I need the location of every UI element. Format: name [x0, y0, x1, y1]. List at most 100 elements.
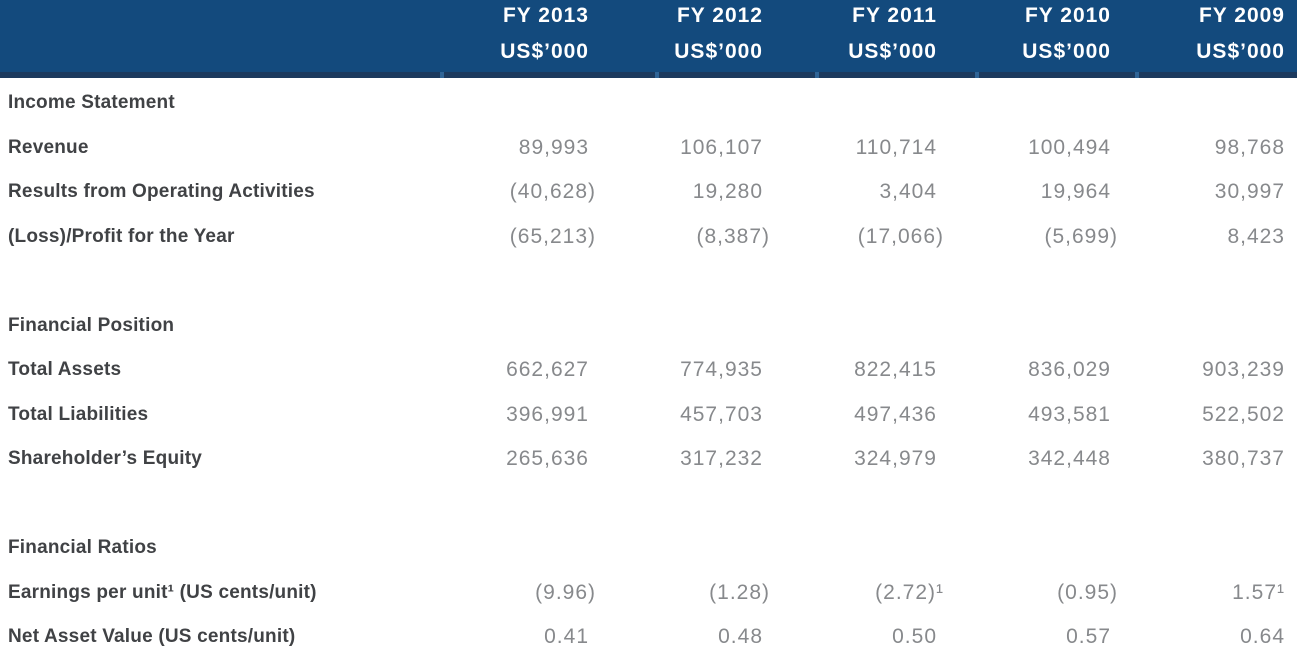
value-text: 0.48: [718, 625, 763, 649]
value-text: 110,714: [855, 135, 937, 159]
table-row: Results from Operating Activities (40,628…: [0, 170, 1297, 215]
value-text: 342,448: [1028, 447, 1111, 471]
cell-value: 0.57: [949, 625, 1123, 649]
value-text: 380,737: [1202, 447, 1285, 471]
cell-value: 19,280: [601, 180, 775, 204]
cell-value: (8,387): [601, 225, 775, 249]
value-text: 0.50: [892, 625, 937, 649]
header-spacer: [0, 0, 427, 72]
column-tick: [440, 72, 444, 78]
value-text: 522,502: [1202, 402, 1285, 426]
cell-value: (17,066): [775, 225, 949, 249]
table-row: Net Asset Value (US cents/unit) 0.41 0.48 0…: [0, 615, 1297, 660]
section-gap: [0, 482, 1297, 527]
cell-value: 98,768: [1123, 136, 1297, 160]
section-gap: [0, 259, 1297, 304]
year-column-header: FY 2009 US$’000: [1123, 0, 1297, 72]
year-label: FY 2013: [502, 4, 589, 27]
value-text: 8,423: [1227, 224, 1285, 248]
value-text: 0.57: [1066, 625, 1111, 649]
cell-value: 396,991: [427, 403, 601, 427]
column-tick: [655, 72, 659, 78]
cell-value: 0.48: [601, 625, 775, 649]
table-row: Total Assets 662,627 774,935 822,415 836,029…: [0, 348, 1297, 393]
unit-label: US$’000: [500, 39, 589, 63]
year-label: FY 2011: [852, 4, 937, 27]
header-divider: [0, 72, 1297, 78]
value-text: 265,636: [506, 447, 589, 471]
row-label: Results from Operating Activities: [8, 181, 315, 203]
value-text: 19,280: [692, 180, 763, 204]
value-text: 19,964: [1040, 180, 1111, 204]
value-text: 396,991: [506, 402, 589, 426]
value-text: 0.41: [544, 625, 589, 649]
value-text: 324,979: [854, 447, 937, 471]
value-text: (0.95): [1057, 580, 1118, 604]
cell-value: (2.72)¹: [775, 581, 949, 605]
row-label: Total Assets: [8, 359, 122, 381]
cell-value: 0.50: [775, 625, 949, 649]
year-column-header: FY 2011 US$’000: [775, 0, 949, 72]
value-text: 30,997: [1214, 180, 1285, 204]
cell-value: 89,993: [427, 136, 601, 160]
cell-value: 8,423: [1123, 225, 1297, 249]
year-label: FY 2012: [676, 4, 763, 27]
cell-value: 662,627: [427, 358, 601, 382]
table-header: FY 2013 US$’000 FY 2012 US$’000 FY 2011 US$’0…: [0, 0, 1297, 72]
cell-value: 0.41: [427, 625, 601, 649]
section-title: Income Statement: [8, 92, 175, 114]
cell-value: 19,964: [949, 180, 1123, 204]
value-text: 493,581: [1028, 402, 1111, 426]
row-label: Total Liabilities: [8, 403, 149, 425]
cell-value: (40,628): [427, 180, 601, 204]
cell-value: 106,107: [601, 136, 775, 160]
value-text: 100,494: [1028, 135, 1111, 159]
cell-value: 836,029: [949, 358, 1123, 382]
cell-value: 342,448: [949, 447, 1123, 471]
section-title-row: Financial Position: [0, 304, 1297, 349]
value-text: 1.57¹: [1232, 580, 1285, 604]
value-text: 836,029: [1028, 358, 1111, 382]
table-body: Income Statement Revenue 89,993 106,107 110,…: [0, 78, 1297, 660]
year-column-header: FY 2012 US$’000: [601, 0, 775, 72]
year-column-header: FY 2010 US$’000: [949, 0, 1123, 72]
value-text: 0.64: [1240, 625, 1285, 649]
table-row: (Loss)/Profit for the Year (65,213) (8,387…: [0, 215, 1297, 260]
unit-label: US$’000: [674, 39, 763, 63]
cell-value: (65,213): [427, 225, 601, 249]
cell-value: (9.96): [427, 581, 601, 605]
value-text: (40,628): [509, 180, 596, 204]
cell-value: 903,239: [1123, 358, 1297, 382]
cell-value: (1.28): [601, 581, 775, 605]
value-text: 903,239: [1202, 358, 1285, 382]
row-label: (Loss)/Profit for the Year: [8, 225, 235, 247]
value-text: (65,213): [509, 224, 596, 248]
row-label: Earnings per unit¹ (US cents/unit): [8, 581, 317, 603]
cell-value: 822,415: [775, 358, 949, 382]
unit-label: US$’000: [1196, 39, 1285, 63]
value-text: 457,703: [680, 402, 763, 426]
value-text: 497,436: [854, 402, 937, 426]
cell-value: (5,699): [949, 225, 1123, 249]
section-title: Financial Ratios: [8, 537, 157, 559]
table-row: Shareholder’s Equity 265,636 317,232 324,97…: [0, 437, 1297, 482]
value-text: 98,768: [1214, 135, 1285, 159]
row-label: Revenue: [8, 136, 89, 158]
value-text: (2.72)¹: [875, 580, 944, 604]
year-label: FY 2009: [1198, 4, 1285, 27]
unit-label: US$’000: [1022, 39, 1111, 63]
value-text: 774,935: [680, 358, 763, 382]
cell-value: 1.57¹: [1123, 581, 1297, 605]
table-row: Revenue 89,993 106,107 110,714 100,494 98,768: [0, 126, 1297, 171]
value-text: (9.96): [535, 580, 596, 604]
value-text: 822,415: [854, 358, 937, 382]
cell-value: 3,404: [775, 180, 949, 204]
unit-label: US$’000: [848, 39, 937, 63]
row-label: Net Asset Value (US cents/unit): [8, 626, 296, 648]
value-text: 317,232: [680, 447, 763, 471]
cell-value: 774,935: [601, 358, 775, 382]
column-tick: [975, 72, 979, 78]
value-text: 89,993: [518, 135, 589, 159]
year-label: FY 2010: [1024, 4, 1111, 27]
